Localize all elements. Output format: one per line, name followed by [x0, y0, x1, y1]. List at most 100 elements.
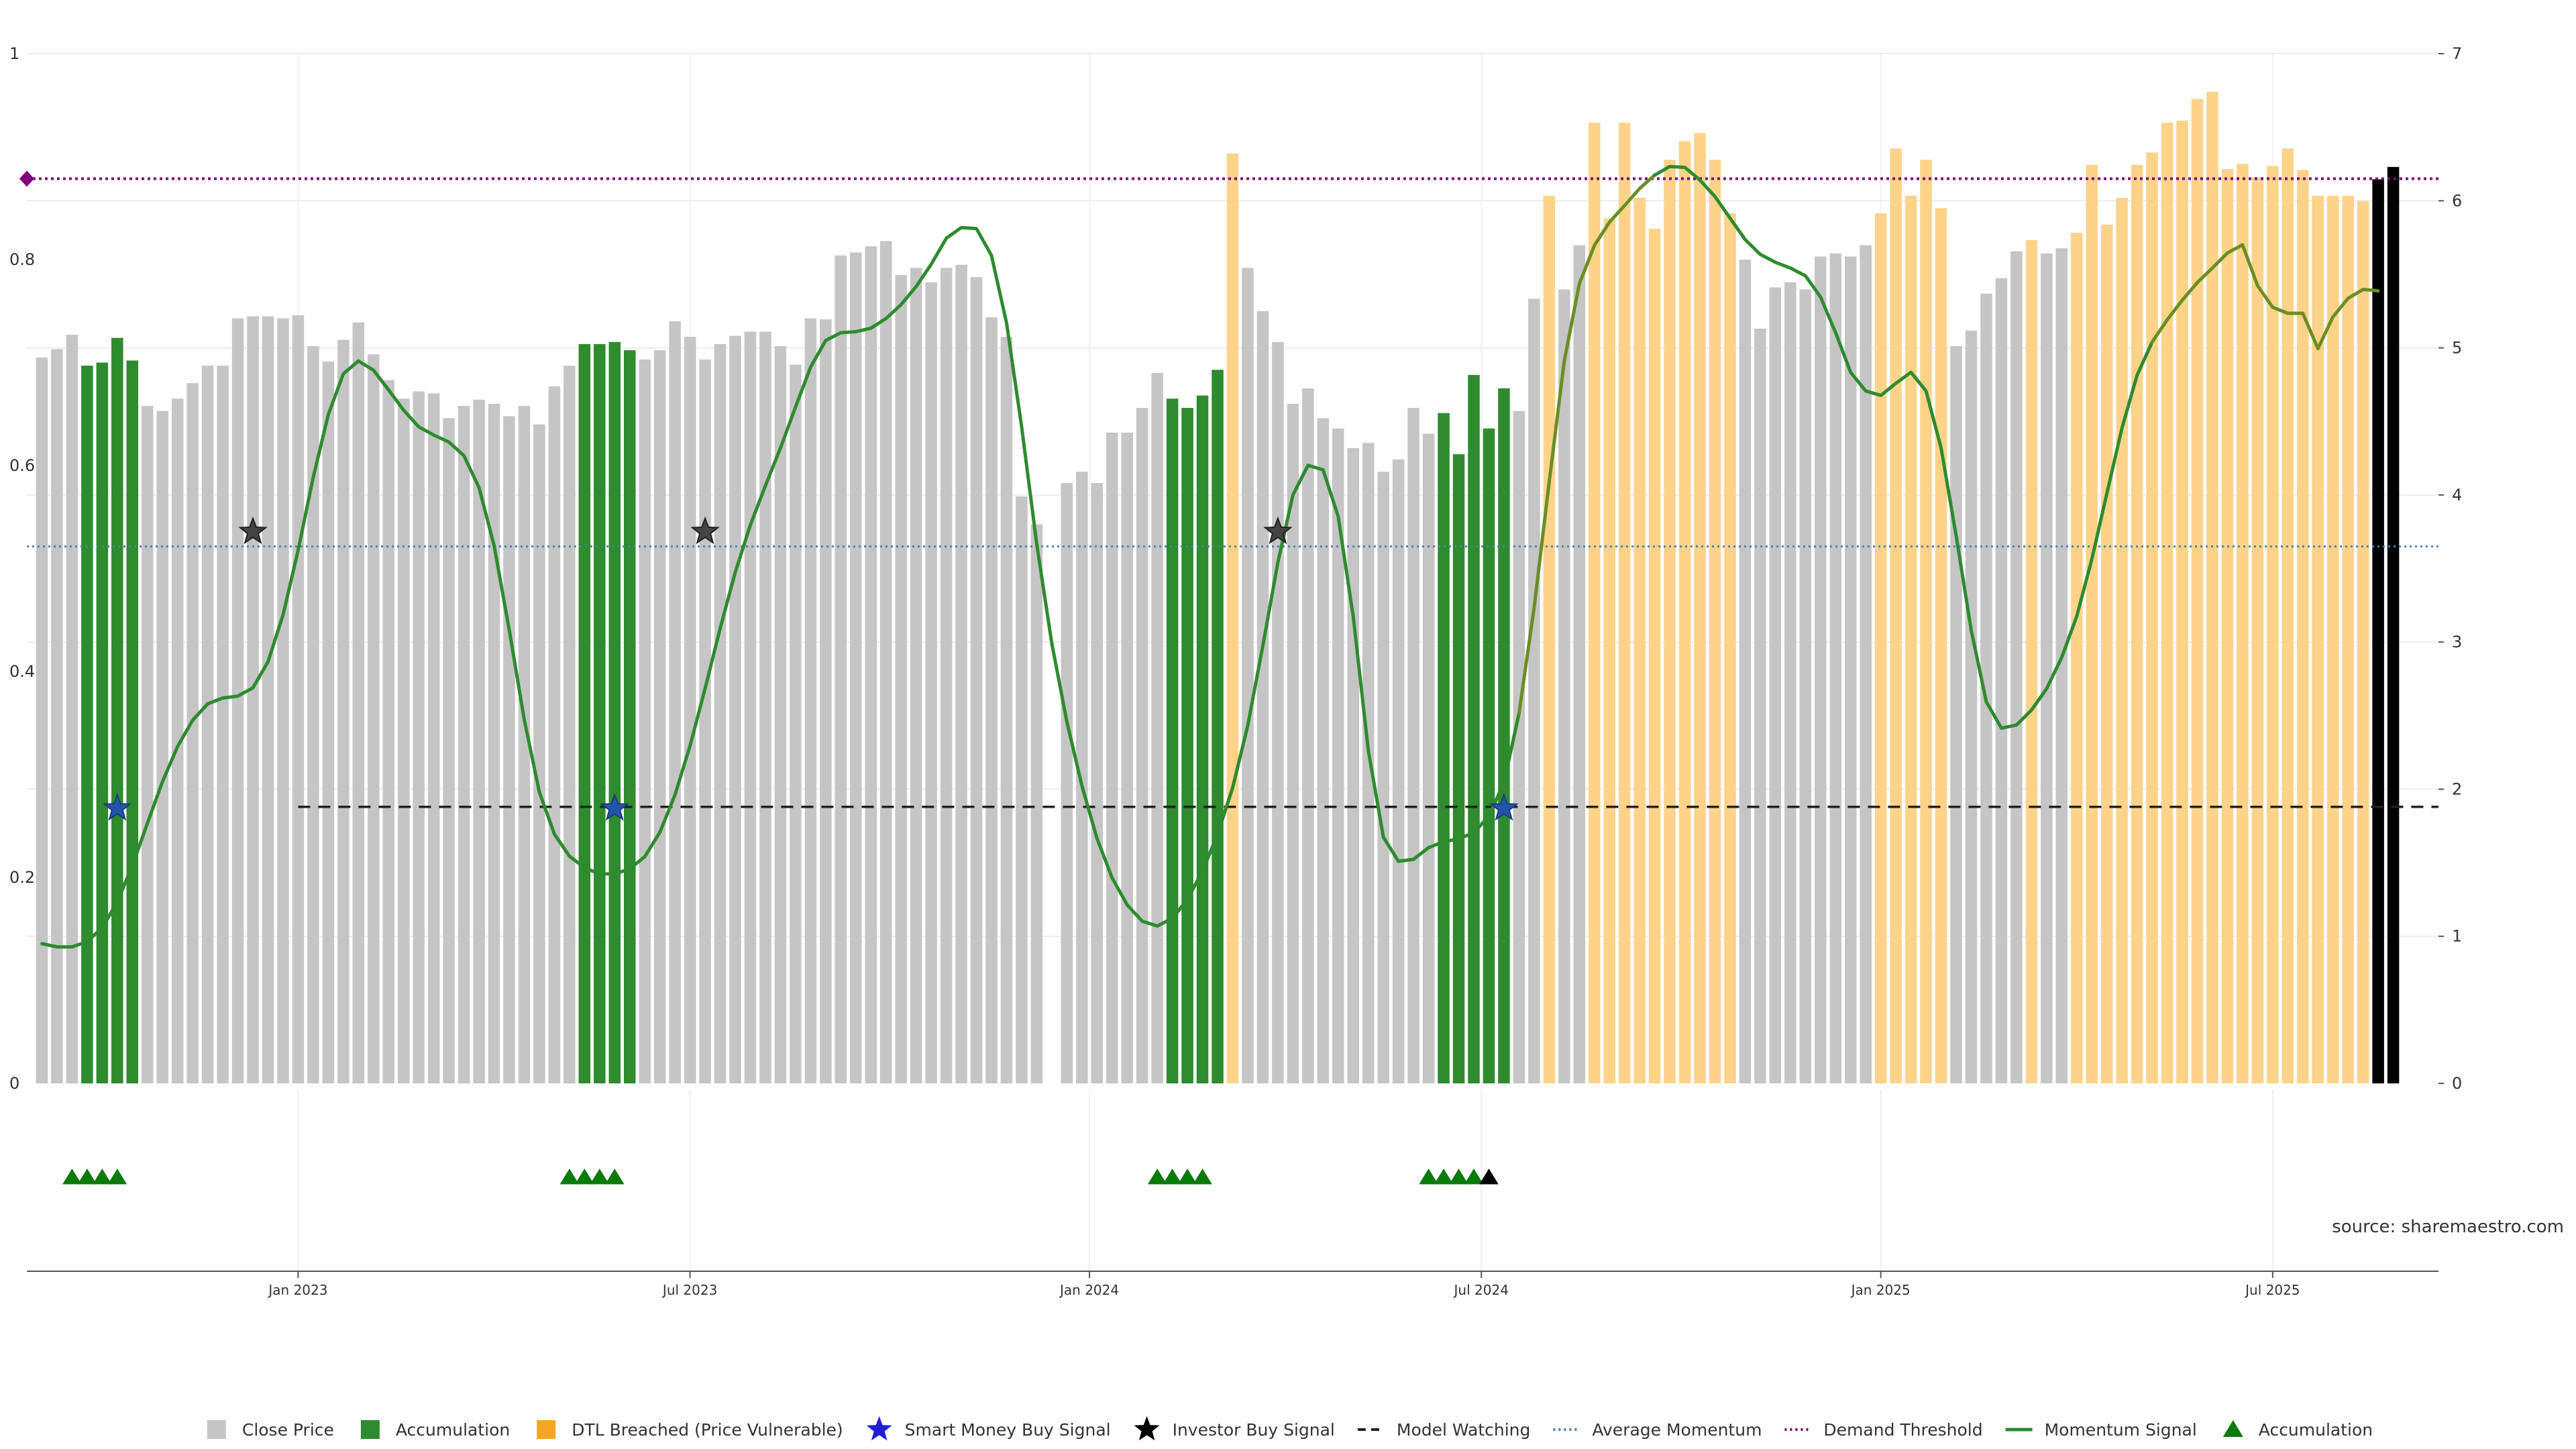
close-price-bar — [2055, 248, 2068, 1083]
dtl-breached-bar — [1920, 160, 1932, 1084]
close-price-bar — [2010, 251, 2023, 1084]
accumulation-marker — [1449, 1169, 1468, 1185]
dtl-breached-bar — [1543, 195, 1556, 1084]
x-axis-tick-label: Jan 2025 — [1850, 1282, 1911, 1298]
close-price-bar — [488, 403, 500, 1083]
close-price-bar — [1980, 293, 1992, 1083]
dtl-breached-bar — [1618, 122, 1631, 1084]
close-price-bar — [427, 393, 440, 1083]
legend-swatch — [207, 1420, 226, 1439]
dtl-breached-bar — [2237, 164, 2249, 1083]
close-price-bar — [413, 391, 425, 1083]
x-axis-tick-label: Jan 2024 — [1059, 1282, 1119, 1298]
accumulation-bar — [126, 360, 139, 1084]
dtl-breached-bar — [2326, 195, 2339, 1084]
close-price-bar — [231, 318, 244, 1083]
close-price-bar — [171, 398, 184, 1083]
left-axis-tick-label: 0.8 — [9, 250, 35, 269]
close-price-bar — [1573, 245, 1586, 1083]
accumulation-marker — [559, 1169, 580, 1185]
close-price-bar — [548, 386, 561, 1084]
close-price-bar — [352, 322, 365, 1083]
accumulation-bar — [1438, 413, 1450, 1083]
accumulation-bar — [1468, 374, 1480, 1084]
close-price-bar — [1422, 433, 1435, 1083]
dtl-breached-bar — [2251, 177, 2264, 1084]
accumulation-marker — [590, 1169, 610, 1185]
dtl-breached-bar — [2191, 99, 2204, 1083]
accumulation-marker — [1419, 1169, 1438, 1185]
accumulation-bar — [578, 343, 591, 1083]
close-price-bar — [292, 315, 305, 1083]
close-price-bar — [277, 318, 289, 1083]
close-price-bar — [1799, 289, 1812, 1083]
accumulation-marker — [107, 1169, 127, 1185]
close-price-bar — [790, 364, 802, 1083]
legend-swatch — [537, 1420, 556, 1439]
close-price-bar — [1965, 330, 1978, 1083]
dtl-breached-bar — [1588, 122, 1601, 1084]
close-price-bar — [1513, 411, 1525, 1083]
close-price-bar — [1332, 428, 1344, 1083]
legend-label: Model Watching — [1397, 1420, 1531, 1440]
accumulation-bar — [1212, 370, 1224, 1083]
close-price-bar — [1844, 256, 1857, 1083]
x-axis-tick-label: Jul 2023 — [661, 1282, 717, 1298]
dtl-breached-bar — [1226, 153, 1239, 1083]
close-price-bar — [186, 383, 199, 1084]
accumulation-bar — [623, 350, 636, 1083]
legend-star-icon — [866, 1416, 892, 1441]
left-axis-tick-label: 1 — [9, 44, 19, 63]
dtl-breached-bar — [2146, 152, 2158, 1084]
dtl-breached-bar — [2025, 239, 2038, 1084]
dtl-breached-bar — [2116, 197, 2128, 1083]
accumulation-marker — [604, 1169, 625, 1185]
close-price-bar — [714, 343, 727, 1083]
accumulation-marker — [1177, 1169, 1197, 1185]
dtl-breached-bar — [1935, 208, 1947, 1083]
legend: Close Price Accumulation DTL Breached (Pri… — [207, 1416, 2373, 1441]
dtl-breached-bar — [2176, 120, 2188, 1083]
close-price-bar — [1272, 341, 1284, 1083]
dtl-breached-bar — [2342, 195, 2354, 1084]
dtl-breached-bar — [2357, 201, 2369, 1083]
legend-label: Accumulation — [396, 1420, 510, 1440]
close-price-bar — [1091, 483, 1104, 1083]
close-price-bar — [1815, 256, 1827, 1083]
close-price-bar — [1242, 268, 1254, 1083]
right-axis-tick-label: 6 — [2452, 191, 2462, 210]
accumulation-marker — [93, 1169, 112, 1185]
dtl-breached-bar — [2100, 224, 2113, 1083]
close-price-bar — [1407, 408, 1419, 1083]
close-price-bar — [382, 380, 395, 1083]
close-price-bar — [910, 268, 922, 1083]
dtl-breached-bar — [1904, 195, 1917, 1084]
right-axis-tick-label: 5 — [2452, 339, 2462, 358]
close-price-bar — [653, 350, 666, 1083]
right-axis-tick-label: 4 — [2452, 486, 2462, 504]
dtl-breached-bar — [2070, 233, 2083, 1084]
source-label: source: sharemaestro.com — [2332, 1217, 2564, 1237]
close-price-bar — [699, 359, 711, 1083]
close-price-bar — [1317, 418, 1330, 1083]
accumulation-bar — [1498, 388, 1510, 1083]
right-axis-tick-label: 3 — [2452, 633, 2462, 651]
close-price-bar — [1347, 447, 1360, 1083]
close-price-bar — [1256, 311, 1269, 1083]
indicator-lines — [19, 164, 2438, 949]
accumulation-marker-black — [1479, 1169, 1499, 1185]
close-price-bar — [1860, 245, 1872, 1083]
x-axis-tick-label: Jan 2023 — [267, 1282, 327, 1298]
accumulation-bar — [1196, 395, 1209, 1083]
legend-label: Close Price — [242, 1420, 334, 1440]
dtl-breached-bar — [2282, 148, 2294, 1084]
accumulation-marker — [1193, 1169, 1212, 1185]
close-price-bar — [51, 349, 63, 1084]
close-price-bar — [1528, 299, 1540, 1084]
accumulation-marker — [77, 1169, 97, 1185]
close-price-bar — [669, 321, 681, 1084]
close-price-bar — [141, 405, 154, 1083]
dtl-breached-bar — [2206, 91, 2218, 1083]
dtl-breached-bar — [1694, 133, 1706, 1083]
legend-label: Demand Threshold — [1823, 1420, 1982, 1440]
